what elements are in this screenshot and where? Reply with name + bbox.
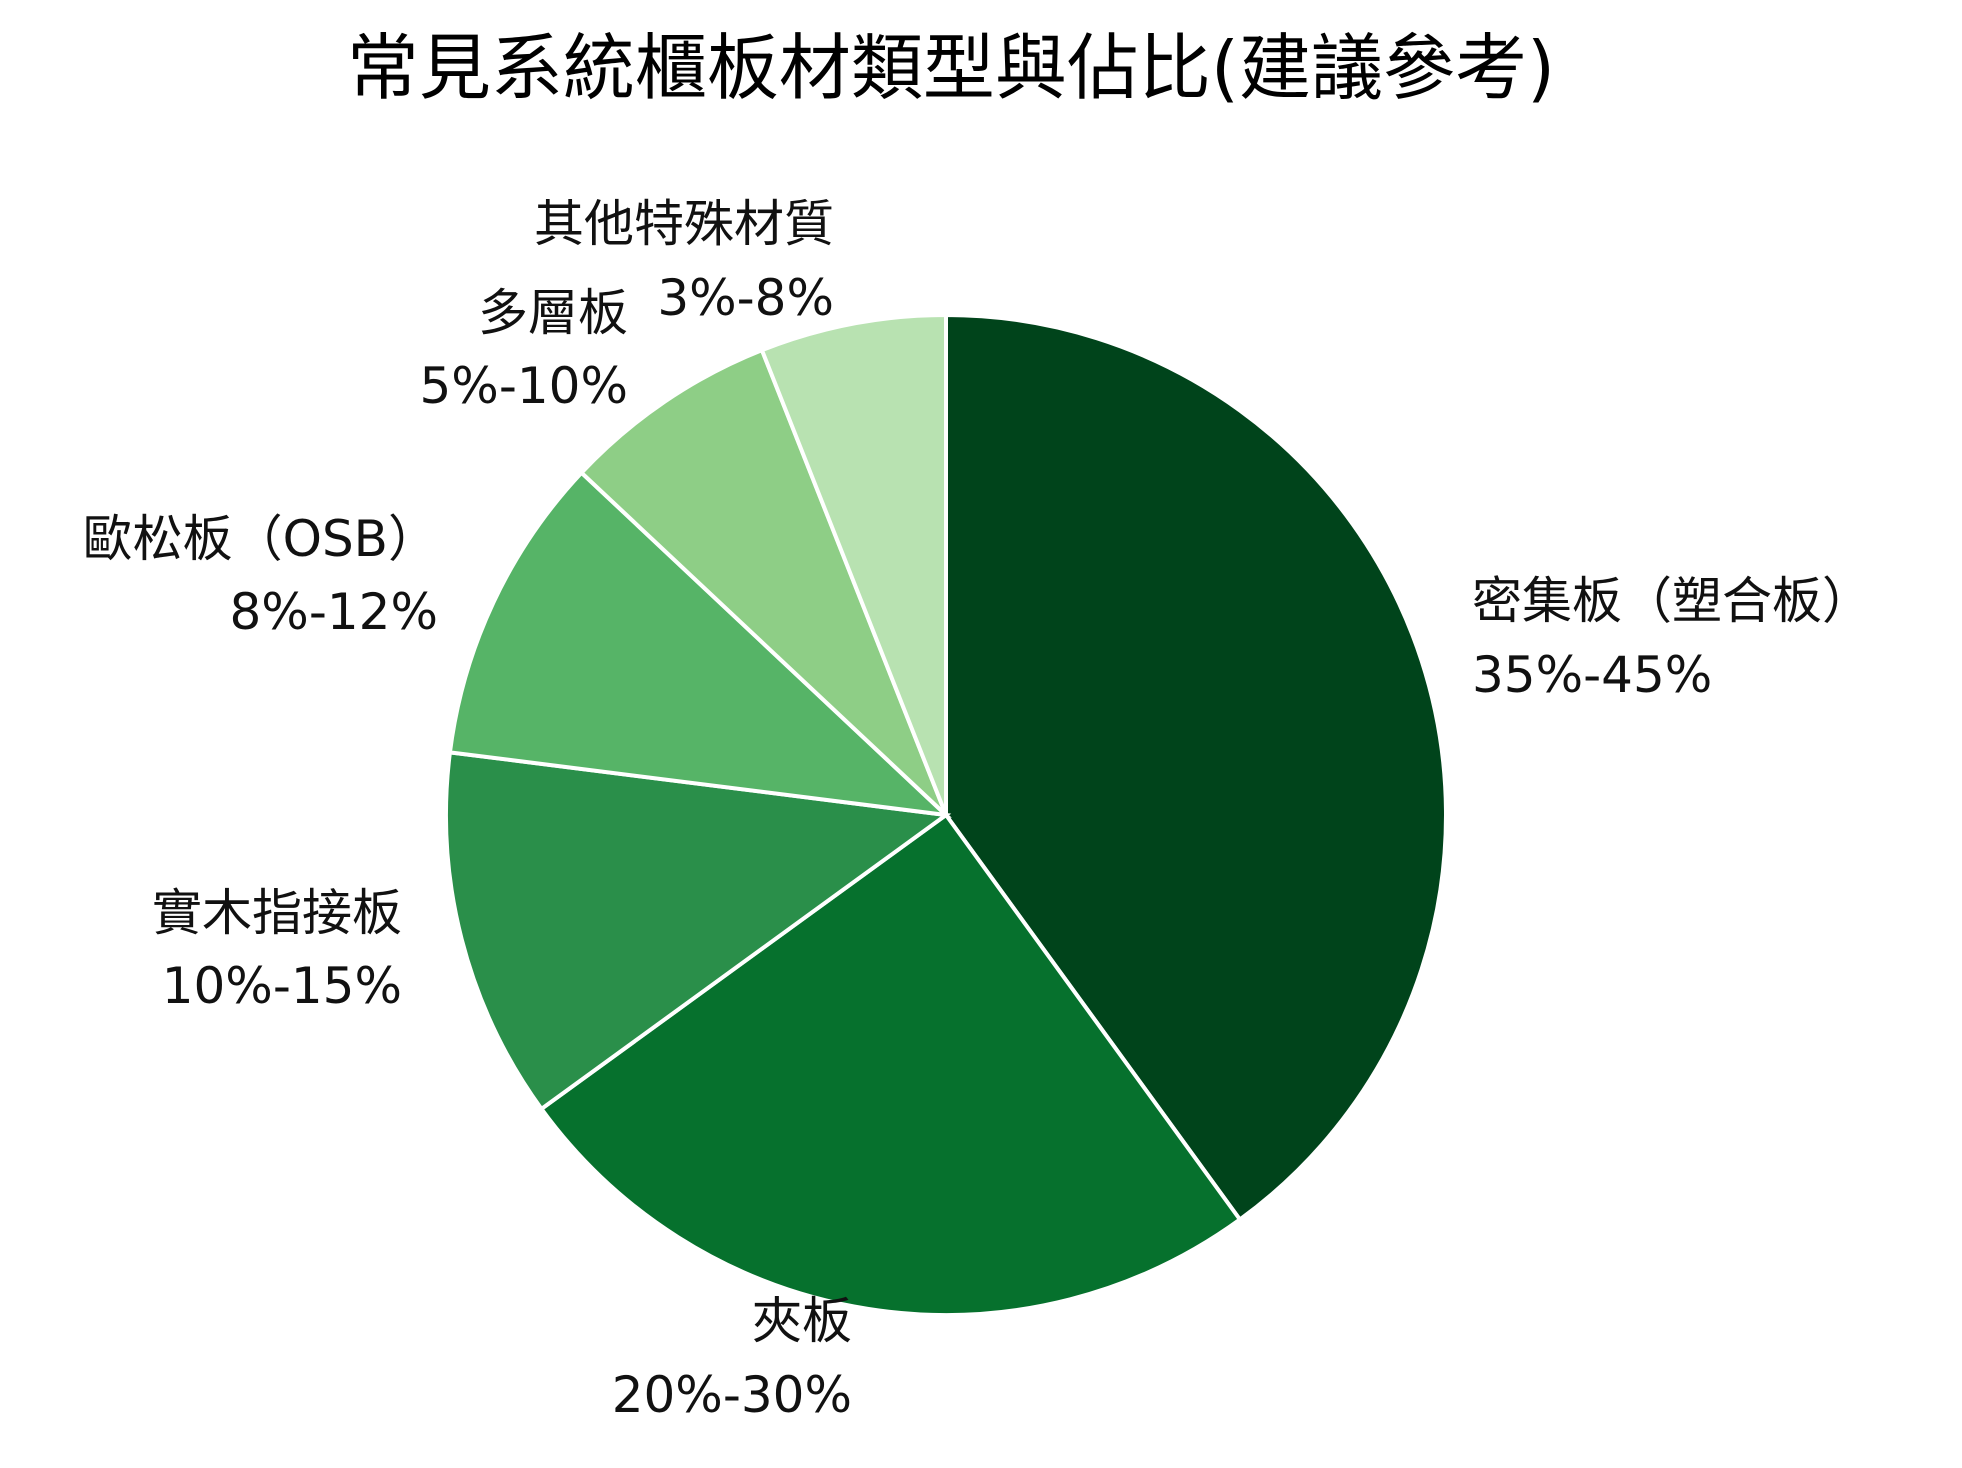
- slice-label-name: 其他特殊材質: [534, 195, 834, 253]
- pie-slice: [759, 312, 948, 816]
- pie-slice: [538, 812, 1243, 1317]
- chart-title: 常見系統櫃板材類型與佔比(建議參考): [347, 26, 1555, 110]
- slice-label-value: 35%-45%: [1472, 646, 1712, 704]
- slice-label-value: 5%-10%: [420, 357, 629, 415]
- slice-label-value: 8%-12%: [230, 583, 439, 641]
- slice-label-name: 密集板（塑合板）: [1472, 572, 1872, 630]
- pie-slice: [447, 469, 952, 818]
- pie-slice: [944, 312, 1448, 1223]
- slice-label-name: 多層板: [478, 284, 628, 342]
- slice-label-value: 10%-15%: [162, 957, 402, 1015]
- pie-labels: 密集板（塑合板） 35%-45% 夾板 20%-30% 實木指接板 10%-15% 歐松板（…: [83, 195, 1872, 1424]
- slice-label-name: 夾板: [752, 1292, 852, 1350]
- pie-slice: [578, 347, 948, 817]
- slice-label-name: 歐松板（OSB）: [83, 510, 438, 568]
- pie-slice: [444, 750, 952, 1112]
- slice-label-name: 實木指接板: [152, 884, 402, 942]
- pie-slices: [444, 312, 1448, 1317]
- slice-label-value: 20%-30%: [612, 1366, 852, 1424]
- slice-label-value: 3%-8%: [657, 269, 834, 327]
